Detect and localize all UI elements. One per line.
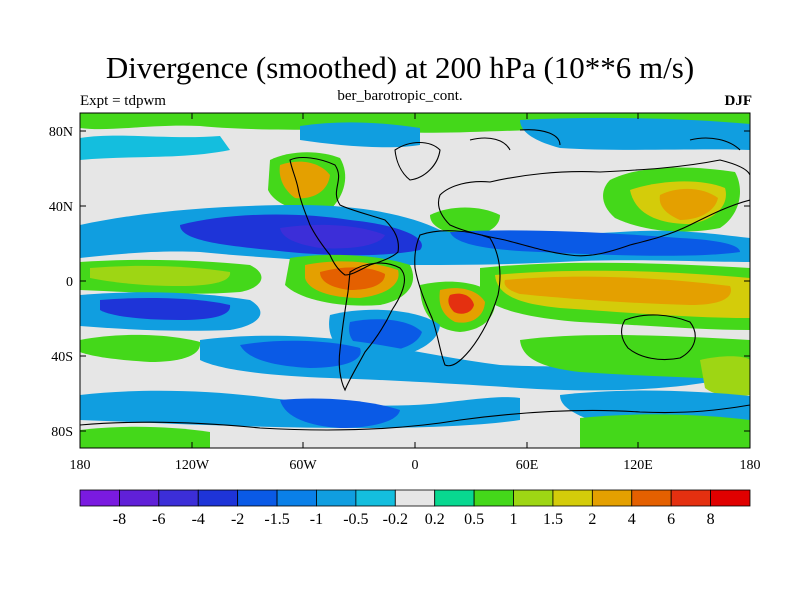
- lon-label-60e: 60E: [516, 458, 539, 473]
- legend-swatch: [119, 489, 160, 507]
- lon-label-60w: 60W: [289, 458, 317, 473]
- field-southern-ocean-green-west: [80, 334, 201, 362]
- coast-north-america: [289, 156, 399, 276]
- legend-labels: -8 -6 -4 -2 -1.5 -1 -0.5 -0.2 0.2 0.5 1 1.5 2 4 6 8: [113, 511, 715, 528]
- lat-label-40s: 40S: [51, 350, 73, 365]
- field-antarctic-blue: [280, 398, 400, 428]
- coast-greenland: [394, 141, 441, 181]
- field-npac-orange: [279, 161, 330, 199]
- experiment-subtitle: ber_barotropic_cont.: [337, 88, 463, 104]
- legend-label: -4: [192, 511, 205, 528]
- field-africa-red: [448, 293, 474, 314]
- legend-swatch: [710, 489, 751, 507]
- field-indian-negative-blue: [450, 230, 740, 256]
- field-china-green: [430, 207, 500, 236]
- field-southern-blue: [240, 340, 361, 368]
- field-southern-ocean-yellow: [700, 356, 750, 397]
- lon-label-120w: 120W: [175, 458, 210, 473]
- legend-label: -8: [113, 511, 126, 528]
- legend-swatch: [355, 489, 396, 507]
- field-north-atlantic-cyan: [520, 117, 750, 150]
- legend-label: -0.2: [383, 511, 408, 528]
- legend-swatch: [473, 489, 514, 507]
- lat-label-80s: 80S: [51, 425, 73, 440]
- lon-label-180e: 180: [740, 458, 761, 473]
- coastlines: [80, 129, 750, 431]
- lat-label-0: 0: [66, 275, 73, 290]
- lon-label-120e: 120E: [623, 458, 653, 473]
- field-tropical-pacific-yellow: [90, 265, 231, 286]
- legend-swatch: [197, 489, 239, 507]
- coast-antarctica: [80, 404, 750, 431]
- legend-label: 1: [510, 511, 518, 528]
- legend-label: -1.5: [264, 511, 289, 528]
- legend-swatch: [158, 489, 199, 507]
- legend-label: -6: [152, 511, 165, 528]
- legend-label: 4: [628, 511, 636, 528]
- field-arctic-cyan: [80, 135, 230, 160]
- coast-australia: [621, 314, 696, 361]
- coast-arctic-islands: [469, 129, 741, 151]
- legend-swatch: [316, 489, 357, 507]
- legend-label: 1.5: [543, 511, 563, 528]
- field-amazon-red: [320, 267, 385, 290]
- lat-label-80n: 80N: [49, 125, 73, 140]
- legend-label: -2: [231, 511, 244, 528]
- field-asia-orange: [659, 188, 718, 220]
- expt-label: Expt = tdpwm: [80, 93, 166, 109]
- legend-label: -0.5: [343, 511, 368, 528]
- legend-swatch: [631, 489, 672, 507]
- legend-swatch: [670, 489, 711, 507]
- legend-swatch: [552, 489, 593, 507]
- legend-label: 6: [667, 511, 675, 528]
- legend-label: -1: [310, 511, 323, 528]
- legend-label: 2: [588, 511, 596, 528]
- lat-label-40n: 40N: [49, 200, 73, 215]
- field-pacific-negative-indigo: [280, 224, 385, 249]
- lon-ticks: [79, 113, 751, 448]
- legend-swatch: [513, 489, 554, 507]
- legend-swatch: [276, 489, 317, 507]
- legend-swatch: [79, 489, 120, 507]
- field-antarctic-green: [580, 414, 750, 448]
- coast-africa: [414, 230, 501, 367]
- legend-colorbar: [79, 489, 751, 507]
- legend-label: 0.2: [425, 511, 445, 528]
- field-south-pacific-blue: [100, 297, 231, 320]
- coast-south-america: [338, 262, 406, 392]
- legend-label: 8: [707, 511, 715, 528]
- field-arctic-blue: [300, 122, 420, 148]
- legend-swatch: [434, 489, 475, 507]
- field-antarctic-cyan-east: [560, 390, 750, 424]
- lat-ticks: [80, 130, 750, 432]
- season-label: DJF: [724, 93, 753, 109]
- legend-swatch: [237, 489, 278, 507]
- map-title: Divergence (smoothed) at 200 hPa (10**6 …: [105, 50, 695, 85]
- field-antarctic-green-west: [80, 426, 210, 448]
- lon-label-0: 0: [412, 458, 419, 473]
- legend-swatch: [394, 489, 436, 507]
- legend-swatch: [591, 489, 633, 507]
- legend-label: 0.5: [464, 511, 484, 528]
- coast-europe-asia: [437, 159, 750, 257]
- field-indian-ocean-orange: [504, 276, 731, 305]
- divergence-field: [80, 113, 750, 448]
- lon-label-180w: 180: [70, 458, 91, 473]
